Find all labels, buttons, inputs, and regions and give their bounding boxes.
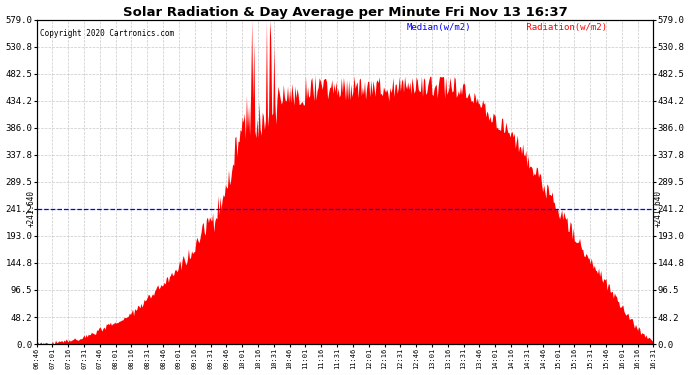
Text: Radiation(w/m2): Radiation(w/m2) <box>521 23 607 32</box>
Title: Solar Radiation & Day Average per Minute Fri Nov 13 16:37: Solar Radiation & Day Average per Minute… <box>123 6 567 18</box>
Text: +241.640: +241.640 <box>654 190 663 227</box>
Text: Copyright 2020 Cartronics.com: Copyright 2020 Cartronics.com <box>40 30 174 39</box>
Text: +241.640: +241.640 <box>27 190 36 227</box>
Text: Median(w/m2): Median(w/m2) <box>406 23 471 32</box>
